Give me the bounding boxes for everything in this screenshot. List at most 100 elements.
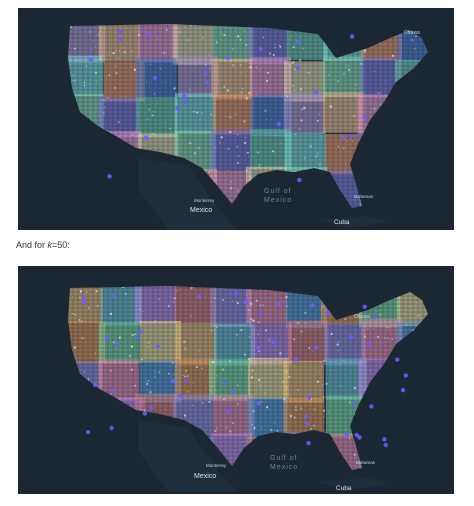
centroid-markers-bottom [81, 291, 408, 448]
city-light-bottom-189 [78, 383, 80, 385]
city-light-bottom-225 [186, 390, 189, 393]
city-light-bottom-38 [222, 456, 225, 459]
city-light-bottom-306 [250, 318, 253, 321]
city-light-top-163 [321, 137, 323, 139]
city-light-bottom-157 [313, 452, 317, 456]
city-light-bottom-3 [213, 352, 215, 354]
city-light-bottom-183 [313, 408, 316, 411]
city-light-top-85 [202, 36, 204, 39]
city-light-bottom-221 [77, 414, 79, 416]
centroid-marker-bottom-27 [403, 373, 408, 378]
city-light-top-350 [424, 59, 427, 61]
city-light-bottom-356 [262, 451, 265, 454]
city-light-bottom-241 [135, 428, 138, 431]
city-light-top-361 [102, 112, 105, 115]
city-light-top-363 [248, 156, 250, 158]
city-light-top-153 [350, 25, 352, 27]
city-light-top-264 [130, 50, 133, 53]
cluster-region-bottom-39 [395, 396, 428, 438]
city-light-bottom-300 [325, 383, 328, 385]
city-light-bottom-18 [344, 378, 346, 380]
city-light-top-154 [407, 151, 409, 153]
city-light-top-248 [73, 164, 75, 166]
city-light-top-291 [391, 141, 394, 144]
cluster-region-top-17 [322, 56, 364, 98]
city-light-top-15 [255, 94, 257, 95]
centroid-marker-top-17 [348, 133, 354, 139]
city-light-bottom-243 [241, 394, 243, 396]
city-light-top-327 [380, 92, 382, 93]
city-light-top-151 [329, 181, 331, 183]
city-light-top-157 [151, 114, 154, 117]
city-light-top-44 [411, 126, 413, 128]
city-light-top-217 [163, 51, 166, 55]
cluster-region-top-23 [174, 93, 216, 134]
city-light-top-261 [74, 103, 77, 106]
centroid-marker-top-0 [88, 57, 94, 62]
city-light-top-201 [121, 124, 123, 126]
city-light-bottom-129 [391, 338, 394, 340]
city-light-bottom-184 [175, 290, 177, 292]
city-light-bottom-314 [154, 320, 156, 322]
city-light-top-344 [237, 155, 240, 157]
city-light-bottom-353 [376, 406, 378, 408]
city-light-top-35 [110, 146, 113, 149]
city-light-bottom-109 [134, 333, 137, 336]
city-light-bottom-218 [310, 427, 312, 430]
city-light-bottom-30 [353, 386, 356, 390]
map-top-svg: Ottawa Gulf of Mexico Mexico Monterrey C… [68, 24, 428, 230]
city-light-bottom-348 [110, 392, 112, 395]
city-light-top-203 [171, 56, 173, 58]
centroid-marker-bottom-18 [178, 393, 184, 399]
city-light-top-332 [303, 157, 306, 160]
cluster-region-top-29 [398, 95, 428, 137]
city-light-bottom-326 [74, 410, 77, 413]
city-light-top-192 [154, 151, 156, 153]
cluster-region-bottom-12 [139, 321, 181, 363]
city-light-bottom-226 [172, 301, 175, 304]
city-light-top-300 [119, 172, 121, 174]
cluster-region-bottom-28 [358, 358, 400, 401]
label-gulf-line1-b: Gulf of [270, 455, 298, 462]
city-light-bottom-312 [321, 306, 324, 309]
city-light-top-214 [245, 43, 248, 47]
centroid-marker-bottom-45 [110, 293, 116, 298]
city-light-top-20 [223, 33, 226, 37]
city-light-top-198 [385, 101, 387, 103]
city-light-bottom-42 [110, 369, 112, 372]
city-light-bottom-251 [251, 369, 254, 372]
city-light-bottom-239 [318, 371, 320, 374]
city-light-bottom-376 [281, 387, 283, 389]
city-light-bottom-274 [72, 401, 75, 403]
city-light-bottom-165 [340, 385, 342, 387]
city-light-top-364 [247, 152, 249, 154]
cluster-region-top-22 [136, 97, 178, 138]
city-light-bottom-207 [373, 328, 375, 330]
city-light-top-200 [391, 159, 393, 161]
city-light-top-215 [239, 24, 241, 25]
city-light-top-41 [164, 82, 167, 84]
city-light-top-110 [187, 39, 190, 41]
city-light-bottom-232 [342, 324, 344, 326]
centroid-marker-bottom-0 [306, 395, 312, 400]
city-light-bottom-318 [299, 406, 302, 409]
city-light-top-46 [362, 148, 365, 151]
city-light-top-4 [258, 163, 261, 166]
centroid-marker-bottom-42 [313, 345, 319, 350]
city-light-bottom-250 [169, 295, 171, 297]
city-light-bottom-305 [373, 301, 376, 304]
city-light-bottom-335 [295, 408, 297, 411]
centroid-marker-top-7 [146, 32, 151, 38]
city-light-bottom-34 [79, 290, 83, 293]
city-light-bottom-125 [86, 291, 88, 293]
city-light-top-236 [352, 114, 355, 118]
city-light-top-76 [208, 70, 210, 72]
city-light-top-47 [285, 87, 287, 89]
city-light-top-267 [132, 181, 135, 184]
city-light-bottom-143 [367, 328, 369, 330]
city-light-bottom-170 [68, 383, 70, 385]
city-light-top-152 [416, 52, 418, 54]
city-light-bottom-64 [285, 386, 288, 389]
city-light-top-238 [95, 159, 97, 161]
city-light-top-316 [294, 68, 296, 71]
